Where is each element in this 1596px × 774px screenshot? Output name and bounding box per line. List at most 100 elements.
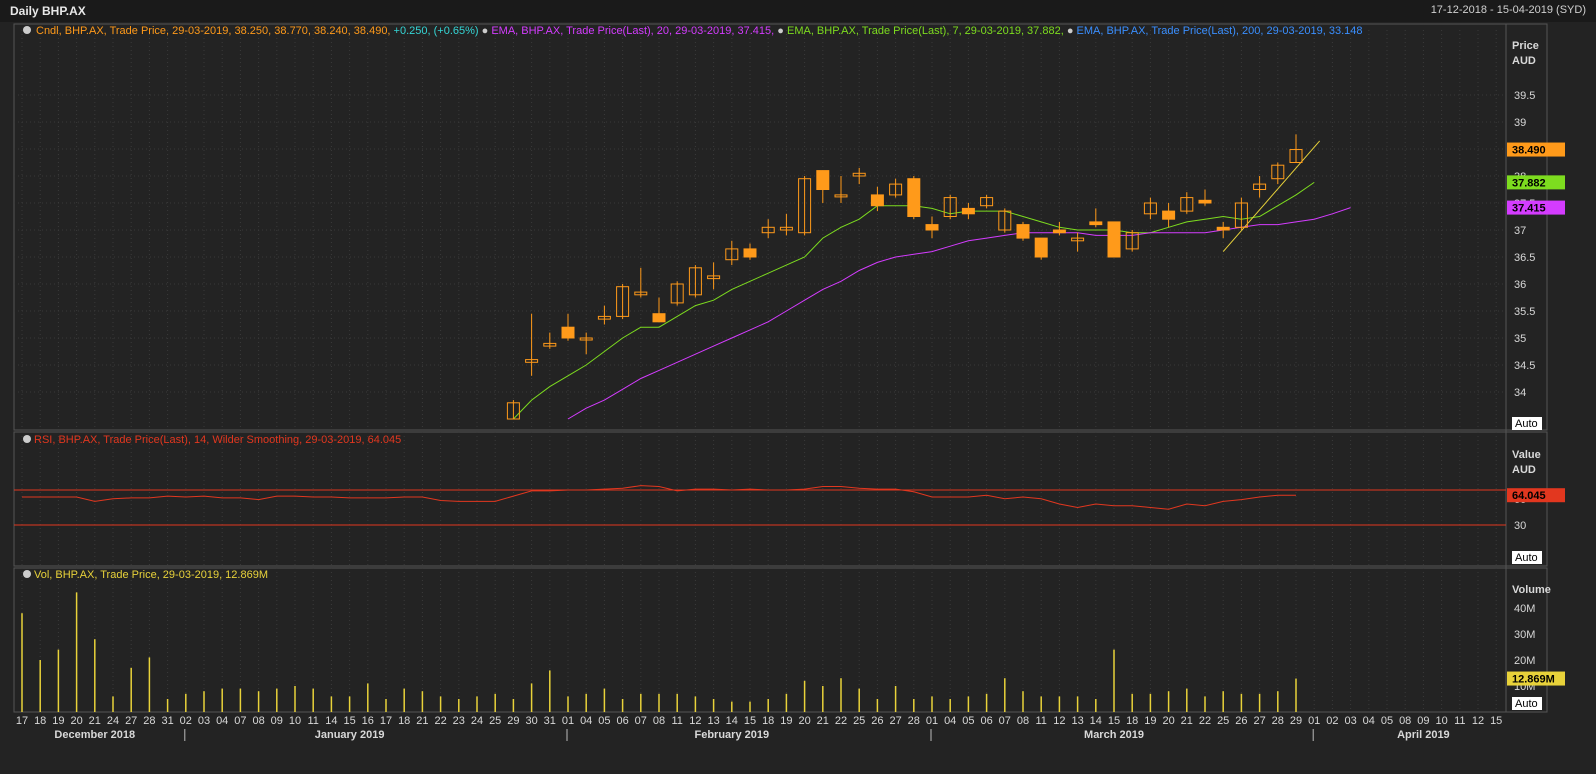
candle-body	[579, 337, 593, 341]
candle-body	[961, 207, 975, 215]
candle-body	[1125, 232, 1139, 250]
x-tick-label: 06	[980, 715, 992, 727]
auto-button	[1512, 697, 1542, 710]
x-tick-label: 24	[471, 715, 483, 727]
candle-body	[1162, 210, 1176, 220]
candle-body	[1089, 221, 1103, 226]
x-tick-label: 07	[999, 715, 1011, 727]
x-tick-label: 01	[926, 715, 938, 727]
rsi-axis-unit: AUD	[1512, 464, 1536, 476]
auto-button-label: Auto	[1515, 552, 1538, 564]
price-badge	[1507, 175, 1565, 190]
x-tick-label: 08	[653, 715, 665, 727]
price-badge	[1507, 142, 1565, 157]
x-tick-label: 05	[598, 715, 610, 727]
price-tick-label: 39	[1514, 117, 1526, 129]
auto-button	[1512, 417, 1542, 430]
x-tick-label: 18	[34, 715, 46, 727]
price-legend-entry: +0.250, (+0.65%)	[391, 25, 479, 37]
x-tick-label: 12	[689, 715, 701, 727]
candle-body	[1180, 197, 1194, 212]
price-tick-label: 36.5	[1514, 252, 1535, 264]
candle-body	[907, 178, 921, 217]
rsi-tick-label: 30	[1514, 520, 1526, 532]
candle-body	[998, 210, 1012, 231]
x-tick-label: 02	[1326, 715, 1338, 727]
candle-body	[889, 183, 903, 196]
x-month-label: February 2019	[694, 729, 769, 741]
price-tick-label: 34	[1514, 387, 1526, 399]
candle-body	[743, 248, 757, 258]
volume-badge-label: 12.869M	[1512, 674, 1555, 686]
candle-body	[616, 286, 630, 317]
volume-tick-label: 40M	[1514, 603, 1535, 615]
x-tick-label: 31	[161, 715, 173, 727]
candle-body	[1216, 226, 1230, 231]
trend-line	[1222, 140, 1321, 252]
rsi-badge	[1507, 488, 1565, 503]
legend-handle-icon: ●	[774, 25, 784, 37]
price-plot	[506, 134, 1351, 420]
auto-button-label: Auto	[1515, 698, 1538, 710]
price-tick-label: 35	[1514, 333, 1526, 345]
x-tick-label: 10	[1435, 715, 1447, 727]
x-tick-label: 15	[1108, 715, 1120, 727]
x-tick-label: 21	[416, 715, 428, 727]
x-tick-label: 05	[1381, 715, 1393, 727]
price-tick-label: 39.5	[1514, 90, 1535, 102]
candle-body	[1234, 202, 1248, 228]
x-tick-label: 20	[1162, 715, 1174, 727]
legend-handle-icon	[23, 26, 31, 34]
x-tick-label: 27	[889, 715, 901, 727]
x-tick-label: 18	[398, 715, 410, 727]
price-legend-entry: Cndl, BHP.AX, Trade Price, 29-03-2019, 3…	[36, 25, 391, 37]
x-tick-label: 21	[89, 715, 101, 727]
candle-body	[1289, 149, 1303, 164]
x-month-label: April 2019	[1397, 729, 1450, 741]
candle-body	[1253, 183, 1267, 191]
price-tick-label: 34.5	[1514, 360, 1535, 372]
x-tick-label: 11	[1454, 715, 1465, 727]
x-tick-label: 13	[707, 715, 719, 727]
x-tick-label: 10	[289, 715, 301, 727]
chart-canvas[interactable]: 39.53938.53837.53736.53635.53534.534Pric…	[0, 22, 1596, 774]
rsi-badge-label: 64.045	[1512, 490, 1546, 502]
x-tick-label: 08	[1399, 715, 1411, 727]
x-tick-label: 20	[798, 715, 810, 727]
x-tick-label: 24	[107, 715, 119, 727]
x-tick-label: 22	[1199, 715, 1211, 727]
chart-title: Daily BHP.AX	[10, 4, 86, 18]
candle-body	[506, 402, 520, 420]
candle-body	[1271, 164, 1285, 180]
candle-body	[834, 194, 848, 198]
x-tick-label: 04	[216, 715, 228, 727]
candle-body	[980, 197, 994, 207]
candle-body	[1143, 202, 1157, 215]
candle-body	[925, 224, 939, 231]
price-tick-label: 36	[1514, 279, 1526, 291]
price-badge-label: 37.415	[1512, 203, 1546, 215]
candle-body	[652, 313, 666, 323]
price-legend-entry: EMA, BHP.AX, Trade Price(Last), 7, 29-03…	[784, 25, 1064, 37]
x-tick-label: 18	[1126, 715, 1138, 727]
x-tick-label: 19	[52, 715, 64, 727]
x-tick-label: 27	[125, 715, 137, 727]
candle-body	[1198, 199, 1212, 204]
title-bar: Daily BHP.AX 17-12-2018 - 15-04-2019 (SY…	[0, 0, 1596, 22]
x-tick-label: 16	[362, 715, 374, 727]
candle-body	[634, 291, 648, 296]
volume-tick-label: 30M	[1514, 629, 1535, 641]
x-tick-label: 28	[143, 715, 155, 727]
x-tick-label: 27	[1253, 715, 1265, 727]
x-tick-label: 26	[871, 715, 883, 727]
rsi-axis-title: Value	[1512, 449, 1541, 461]
x-tick-label: 08	[1017, 715, 1029, 727]
x-tick-label: 07	[635, 715, 647, 727]
x-month-label: December 2018	[54, 729, 135, 741]
x-tick-label: 17	[16, 715, 28, 727]
candle-body	[852, 172, 866, 177]
candle-body	[779, 226, 793, 231]
legend-handle-icon	[23, 570, 31, 578]
rsi-legend: RSI, BHP.AX, Trade Price(Last), 14, Wild…	[34, 434, 401, 446]
price-legend-entry: EMA, BHP.AX, Trade Price(Last), 20, 29-0…	[488, 25, 774, 37]
